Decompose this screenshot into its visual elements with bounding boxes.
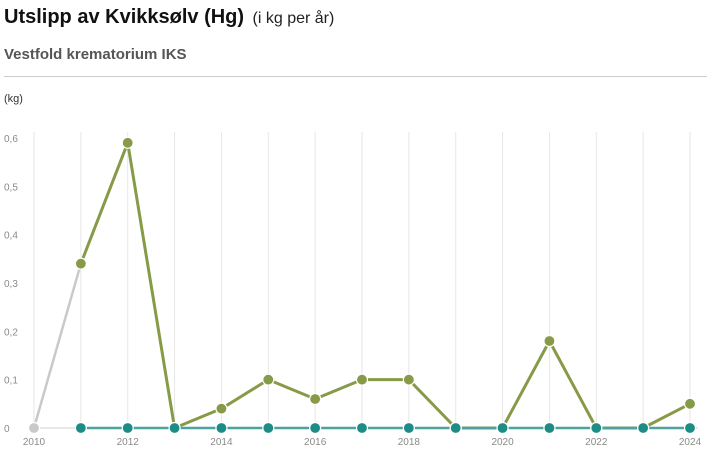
y-tick-label: 0,6 bbox=[4, 134, 18, 145]
data-point bbox=[121, 136, 134, 149]
data-point bbox=[74, 421, 87, 435]
x-tick-label: 2014 bbox=[210, 437, 233, 448]
series-line bbox=[32, 263, 83, 429]
data-point bbox=[637, 421, 650, 435]
data-point bbox=[683, 421, 697, 435]
chart-title-row: Utslipp av Kvikksølv (Hg) (i kg per år) bbox=[4, 6, 334, 29]
data-point bbox=[449, 421, 462, 435]
y-tick-label: 0,3 bbox=[4, 279, 18, 290]
data-point bbox=[402, 421, 415, 435]
x-tick-label: 2018 bbox=[398, 437, 421, 448]
data-point bbox=[121, 421, 134, 435]
series-line bbox=[79, 141, 691, 430]
data-point bbox=[355, 421, 369, 435]
data-point bbox=[262, 373, 275, 386]
data-point bbox=[215, 402, 228, 415]
data-point bbox=[543, 334, 556, 348]
y-axis-unit-label: (kg) bbox=[4, 93, 23, 105]
y-tick-label: 0,2 bbox=[4, 327, 18, 338]
data-point bbox=[27, 421, 41, 435]
data-point bbox=[355, 373, 369, 386]
x-tick-label: 2024 bbox=[679, 437, 702, 448]
x-tick-label: 2016 bbox=[304, 437, 327, 448]
chart-subtitle: Vestfold krematorium IKS bbox=[4, 46, 187, 63]
title-divider bbox=[4, 76, 707, 77]
data-point bbox=[309, 392, 322, 406]
x-tick-label: 2010 bbox=[23, 437, 46, 448]
y-tick-label: 0 bbox=[4, 424, 10, 435]
y-tick-label: 0,1 bbox=[4, 376, 18, 387]
x-tick-label: 2022 bbox=[585, 437, 608, 448]
data-point bbox=[683, 397, 697, 410]
data-point bbox=[262, 421, 275, 435]
series-layer bbox=[32, 141, 691, 430]
data-point bbox=[590, 421, 603, 435]
data-point bbox=[402, 373, 415, 386]
y-tick-label: 0,5 bbox=[4, 182, 18, 193]
axis-layer: 0 0,1 0,2 0,3 0,4 0,5 0,6 2010 2012 2014 2016 2018 2… bbox=[4, 134, 702, 448]
data-point bbox=[215, 421, 228, 435]
data-point bbox=[496, 421, 509, 435]
data-point bbox=[168, 421, 181, 435]
chart-title: Utslipp av Kvikksølv (Hg) bbox=[4, 6, 245, 28]
y-tick-label: 0,4 bbox=[4, 231, 18, 242]
x-tick-label: 2012 bbox=[117, 437, 140, 448]
data-point bbox=[74, 257, 87, 270]
chart-title-unit: (i kg per år) bbox=[252, 10, 335, 27]
data-point bbox=[309, 421, 322, 435]
marker-layer bbox=[27, 136, 697, 435]
data-point bbox=[543, 421, 556, 435]
x-tick-label: 2020 bbox=[491, 437, 514, 448]
